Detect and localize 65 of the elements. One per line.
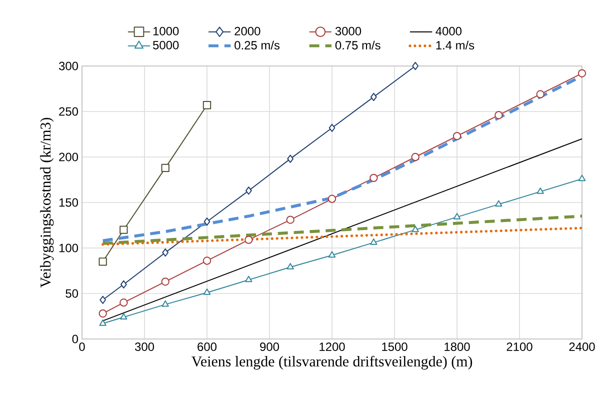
legend-label: 2000 [234,26,260,36]
point [120,313,128,320]
point [203,288,211,295]
point [452,132,462,140]
x-tick-label: 300 [134,342,154,351]
point [99,319,106,326]
point [162,248,169,257]
x-tick-label: 1200 [320,342,345,351]
legend-label: 1.4 m/s [436,40,474,50]
y-tick-label: 50 [66,289,78,298]
x-tick-label: 0 [79,342,85,351]
point [286,263,294,270]
x-tick-label: 600 [198,342,217,351]
point [98,309,107,318]
point [494,111,503,120]
x-tick-label: 1800 [444,342,470,351]
point [536,90,544,98]
point [202,101,212,110]
point [100,296,106,304]
legend-label: 1000 [153,26,179,36]
legend-label: 3000 [335,26,362,36]
x-tick-label: 2100 [506,342,532,351]
x-tick-label: 2400 [569,342,595,351]
y-tick-label: 200 [59,152,78,162]
point [411,152,420,162]
point [536,187,544,194]
point [328,251,336,258]
point [328,194,336,203]
point [161,164,170,172]
point [245,186,252,195]
legend-label: 0.25 m/s [234,40,280,50]
x-tick-label: 1500 [382,342,408,351]
point [245,276,252,282]
point [244,236,253,244]
y-tick-label: 250 [59,107,78,116]
y-tick-label: 300 [58,62,78,70]
y-axis-title: Veibyggingskostnad (kr/m3) [40,118,54,288]
point [204,218,210,226]
point [120,226,128,234]
legend-label: 0.75 m/s [335,40,380,50]
point [412,62,419,70]
point [98,258,107,266]
point [578,174,586,182]
point [495,200,502,207]
point [370,174,378,182]
point [370,92,377,102]
legend-label: 4000 [436,26,462,36]
point [453,212,461,220]
y-tick-label: 0 [72,334,78,344]
point [412,226,419,232]
point [578,69,586,78]
point [202,256,212,265]
point [120,298,128,307]
x-axis-title: Veiens lengde (tilsvarende driftsveilengde) (m) [192,356,472,370]
point [370,238,378,245]
y-tick-label: 100 [59,244,78,252]
point [162,300,169,307]
point [286,216,294,224]
legend-label: 5000 [153,40,179,50]
point [328,124,336,132]
point [161,278,170,286]
point [120,280,127,288]
y-tick-label: 150 [59,198,78,207]
x-tick-label: 900 [260,342,280,351]
point [287,154,294,163]
